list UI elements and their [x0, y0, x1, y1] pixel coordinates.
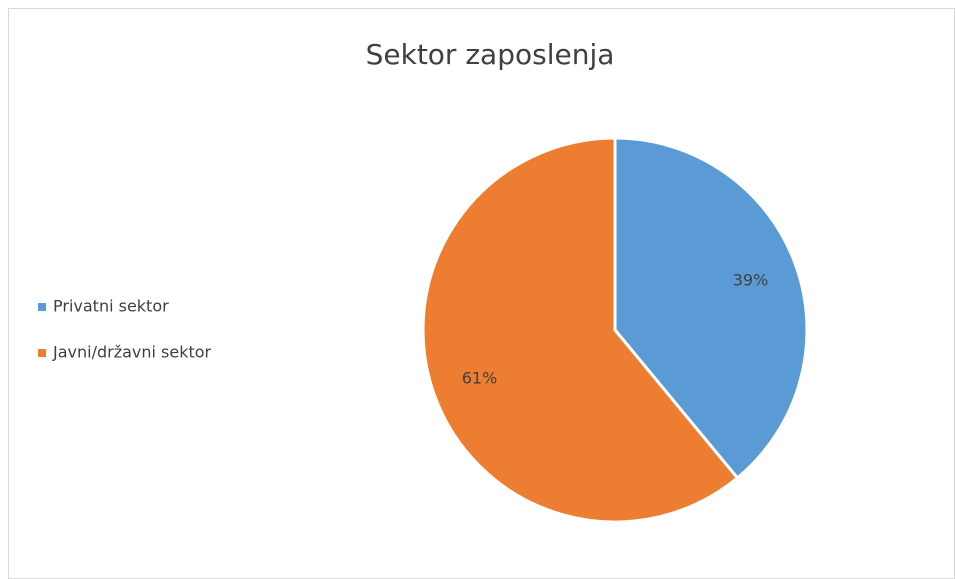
legend-swatch: [38, 303, 46, 311]
data-label: 61%: [462, 368, 498, 387]
chart-title: Sektor zaposlenja: [366, 38, 615, 71]
data-label: 39%: [733, 271, 769, 290]
pie-slice: [421, 136, 740, 524]
legend-label: Privatni sektor: [53, 297, 169, 316]
legend-label: Javni/državni sektor: [52, 343, 212, 362]
legend-swatch: [38, 349, 46, 357]
pie-slice: [613, 136, 809, 481]
